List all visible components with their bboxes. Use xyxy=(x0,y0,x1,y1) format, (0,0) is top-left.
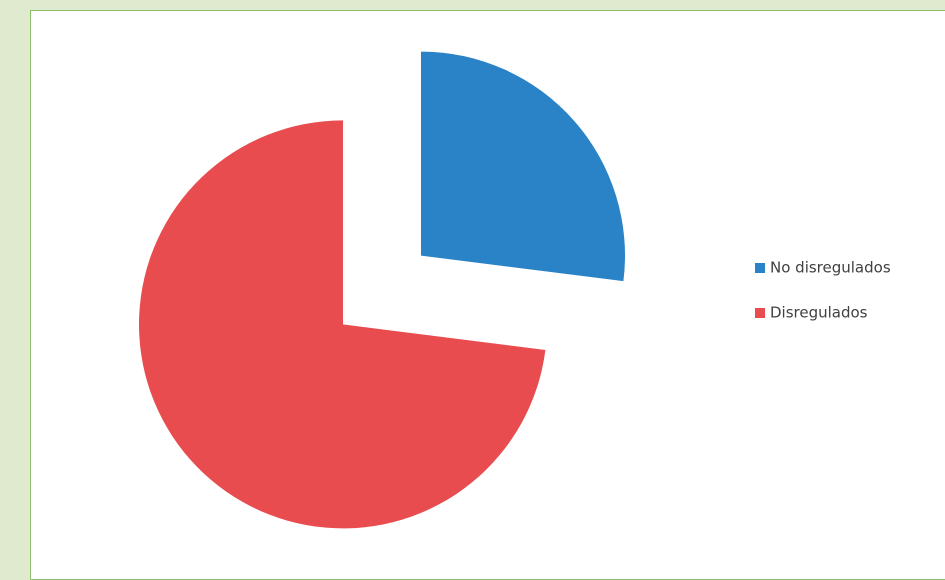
legend-label: No disregulados xyxy=(770,259,891,277)
page: {"chart_data": {"type": "pie", "categori… xyxy=(30,10,945,580)
legend-swatch xyxy=(755,308,765,318)
chart: No disregulados Disregulados xyxy=(138,51,891,529)
legend-label: Disregulados xyxy=(770,304,868,322)
legend-swatch xyxy=(755,263,765,273)
pie-slice xyxy=(138,120,546,529)
pie-slice xyxy=(421,51,626,282)
